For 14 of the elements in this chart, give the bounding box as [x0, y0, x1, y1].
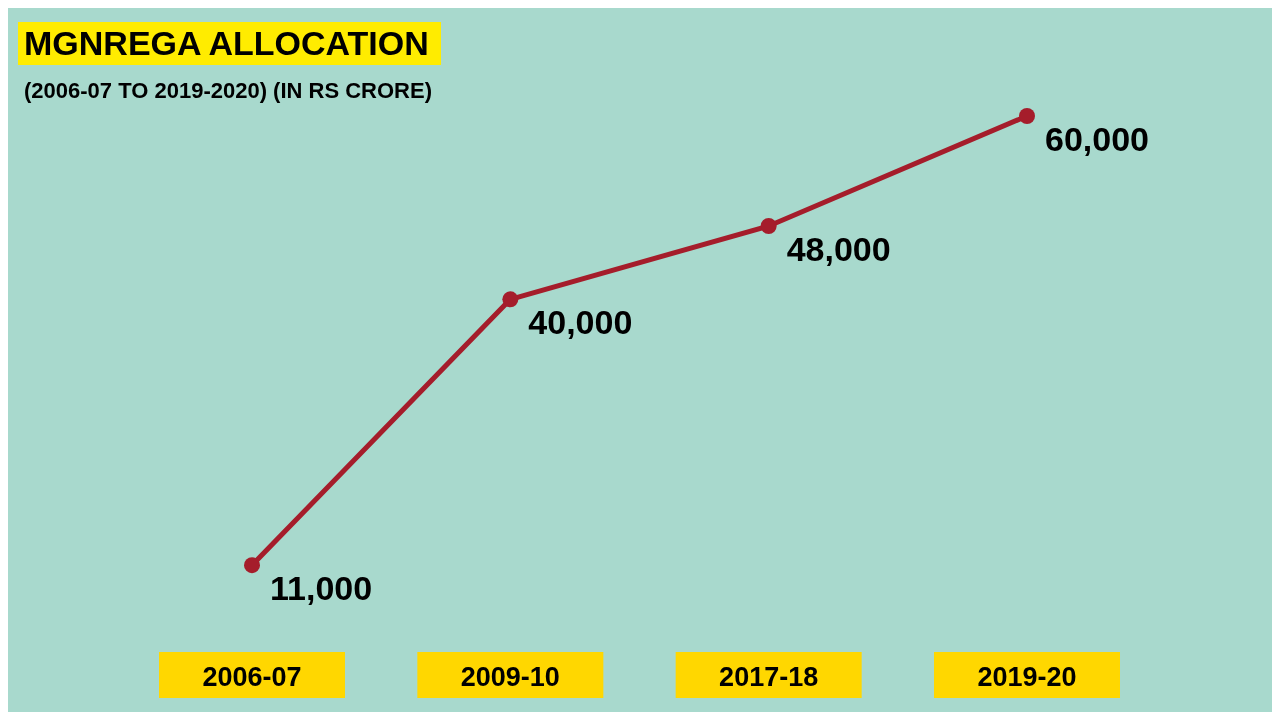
- x-tick-label: 2019-20: [977, 662, 1077, 692]
- chart-subtitle: (2006-07 TO 2019-2020) (IN RS CRORE): [24, 78, 432, 104]
- chart-title: MGNREGA ALLOCATION: [18, 22, 441, 65]
- data-label: 60,000: [1045, 119, 1149, 158]
- x-tick-label: 2006-07: [202, 662, 302, 692]
- point: [244, 557, 260, 574]
- point: [760, 218, 777, 234]
- x-tick-label: 2017-18: [719, 662, 819, 692]
- point: [1019, 108, 1035, 124]
- data-label: 48,000: [786, 229, 891, 268]
- data-label: 11,000: [270, 569, 373, 608]
- data-label: 40,000: [528, 303, 633, 342]
- x-tick-label: 2009-10: [460, 662, 560, 692]
- point: [502, 291, 519, 308]
